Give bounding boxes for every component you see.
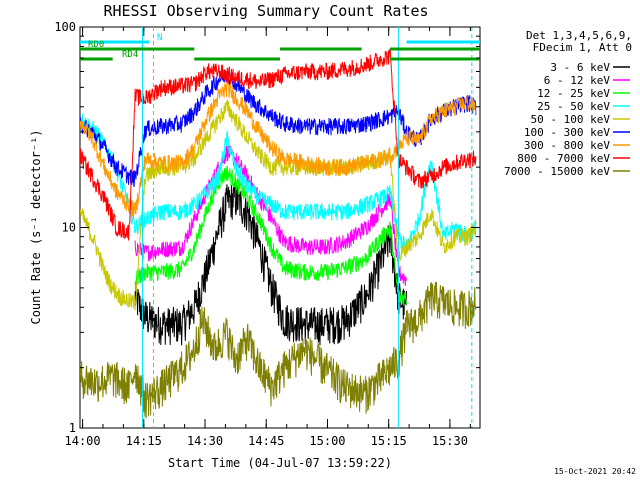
legend-header-line-1: Det 1,3,4,5,6,9, bbox=[526, 29, 632, 42]
series-line-8 bbox=[80, 48, 477, 241]
x-tick-label-1: 14:15 bbox=[126, 434, 162, 448]
legend-label-4: 25 - 50 keV bbox=[537, 100, 610, 113]
flag-label-n: N bbox=[157, 33, 162, 43]
y-axis-label: Count Rate (s⁻¹ detector⁻¹) bbox=[29, 129, 43, 324]
series-line-3 bbox=[134, 165, 407, 306]
x-tick-label-3: 14:45 bbox=[248, 434, 284, 448]
y-tick-label-1: 10 bbox=[62, 221, 76, 235]
generation-timestamp: 15-Oct-2021 20:42 bbox=[554, 467, 636, 476]
x-tick-label-5: 15:15 bbox=[371, 434, 407, 448]
chart-title: RHESSI Observing Summary Count Rates bbox=[103, 2, 428, 20]
y-axis-ticks: 1 10 100 bbox=[54, 20, 480, 435]
legend-header-line-2: FDecim 1, Att 0 bbox=[533, 41, 632, 54]
y-tick-label-0: 1 bbox=[69, 421, 76, 435]
series-line-9 bbox=[80, 281, 477, 419]
series-line-6 bbox=[80, 69, 477, 188]
x-tick-label-4: 15:00 bbox=[309, 434, 345, 448]
legend-label-5: 50 - 100 keV bbox=[531, 113, 611, 126]
flag-label-rd0: RD0 bbox=[88, 40, 104, 50]
legend-label-8: 800 - 7000 keV bbox=[517, 152, 610, 165]
series-line-2 bbox=[134, 145, 407, 286]
x-tick-label-2: 14:30 bbox=[187, 434, 223, 448]
legend-label-7: 300 - 800 keV bbox=[524, 139, 610, 152]
legend-label-2: 6 - 12 keV bbox=[544, 74, 611, 87]
x-axis-label: Start Time (04-Jul-07 13:59:22) bbox=[168, 456, 392, 470]
x-tick-label-6: 15:30 bbox=[432, 434, 468, 448]
series-line-7 bbox=[80, 80, 477, 218]
plot-area: N RD0 RD4 bbox=[79, 26, 481, 429]
legend: Det 1,3,4,5,6,9, FDecim 1, Att 0 3 - 6 k… bbox=[504, 29, 632, 178]
x-tick-label-0: 14:00 bbox=[65, 434, 101, 448]
legend-label-3: 12 - 25 keV bbox=[537, 87, 610, 100]
legend-label-1: 3 - 6 keV bbox=[550, 61, 610, 74]
legend-label-9: 7000 - 15000 keV bbox=[504, 165, 610, 178]
x-axis-ticks: 14:00 14:15 14:30 14:45 15:00 15:15 15:30 bbox=[65, 27, 471, 448]
y-tick-label-2: 100 bbox=[54, 20, 76, 34]
series-line-1 bbox=[134, 182, 407, 346]
series-line-4 bbox=[80, 113, 477, 251]
flag-label-rd4: RD4 bbox=[122, 50, 138, 60]
legend-label-6: 100 - 300 keV bbox=[524, 126, 610, 139]
series-traces bbox=[80, 48, 477, 419]
